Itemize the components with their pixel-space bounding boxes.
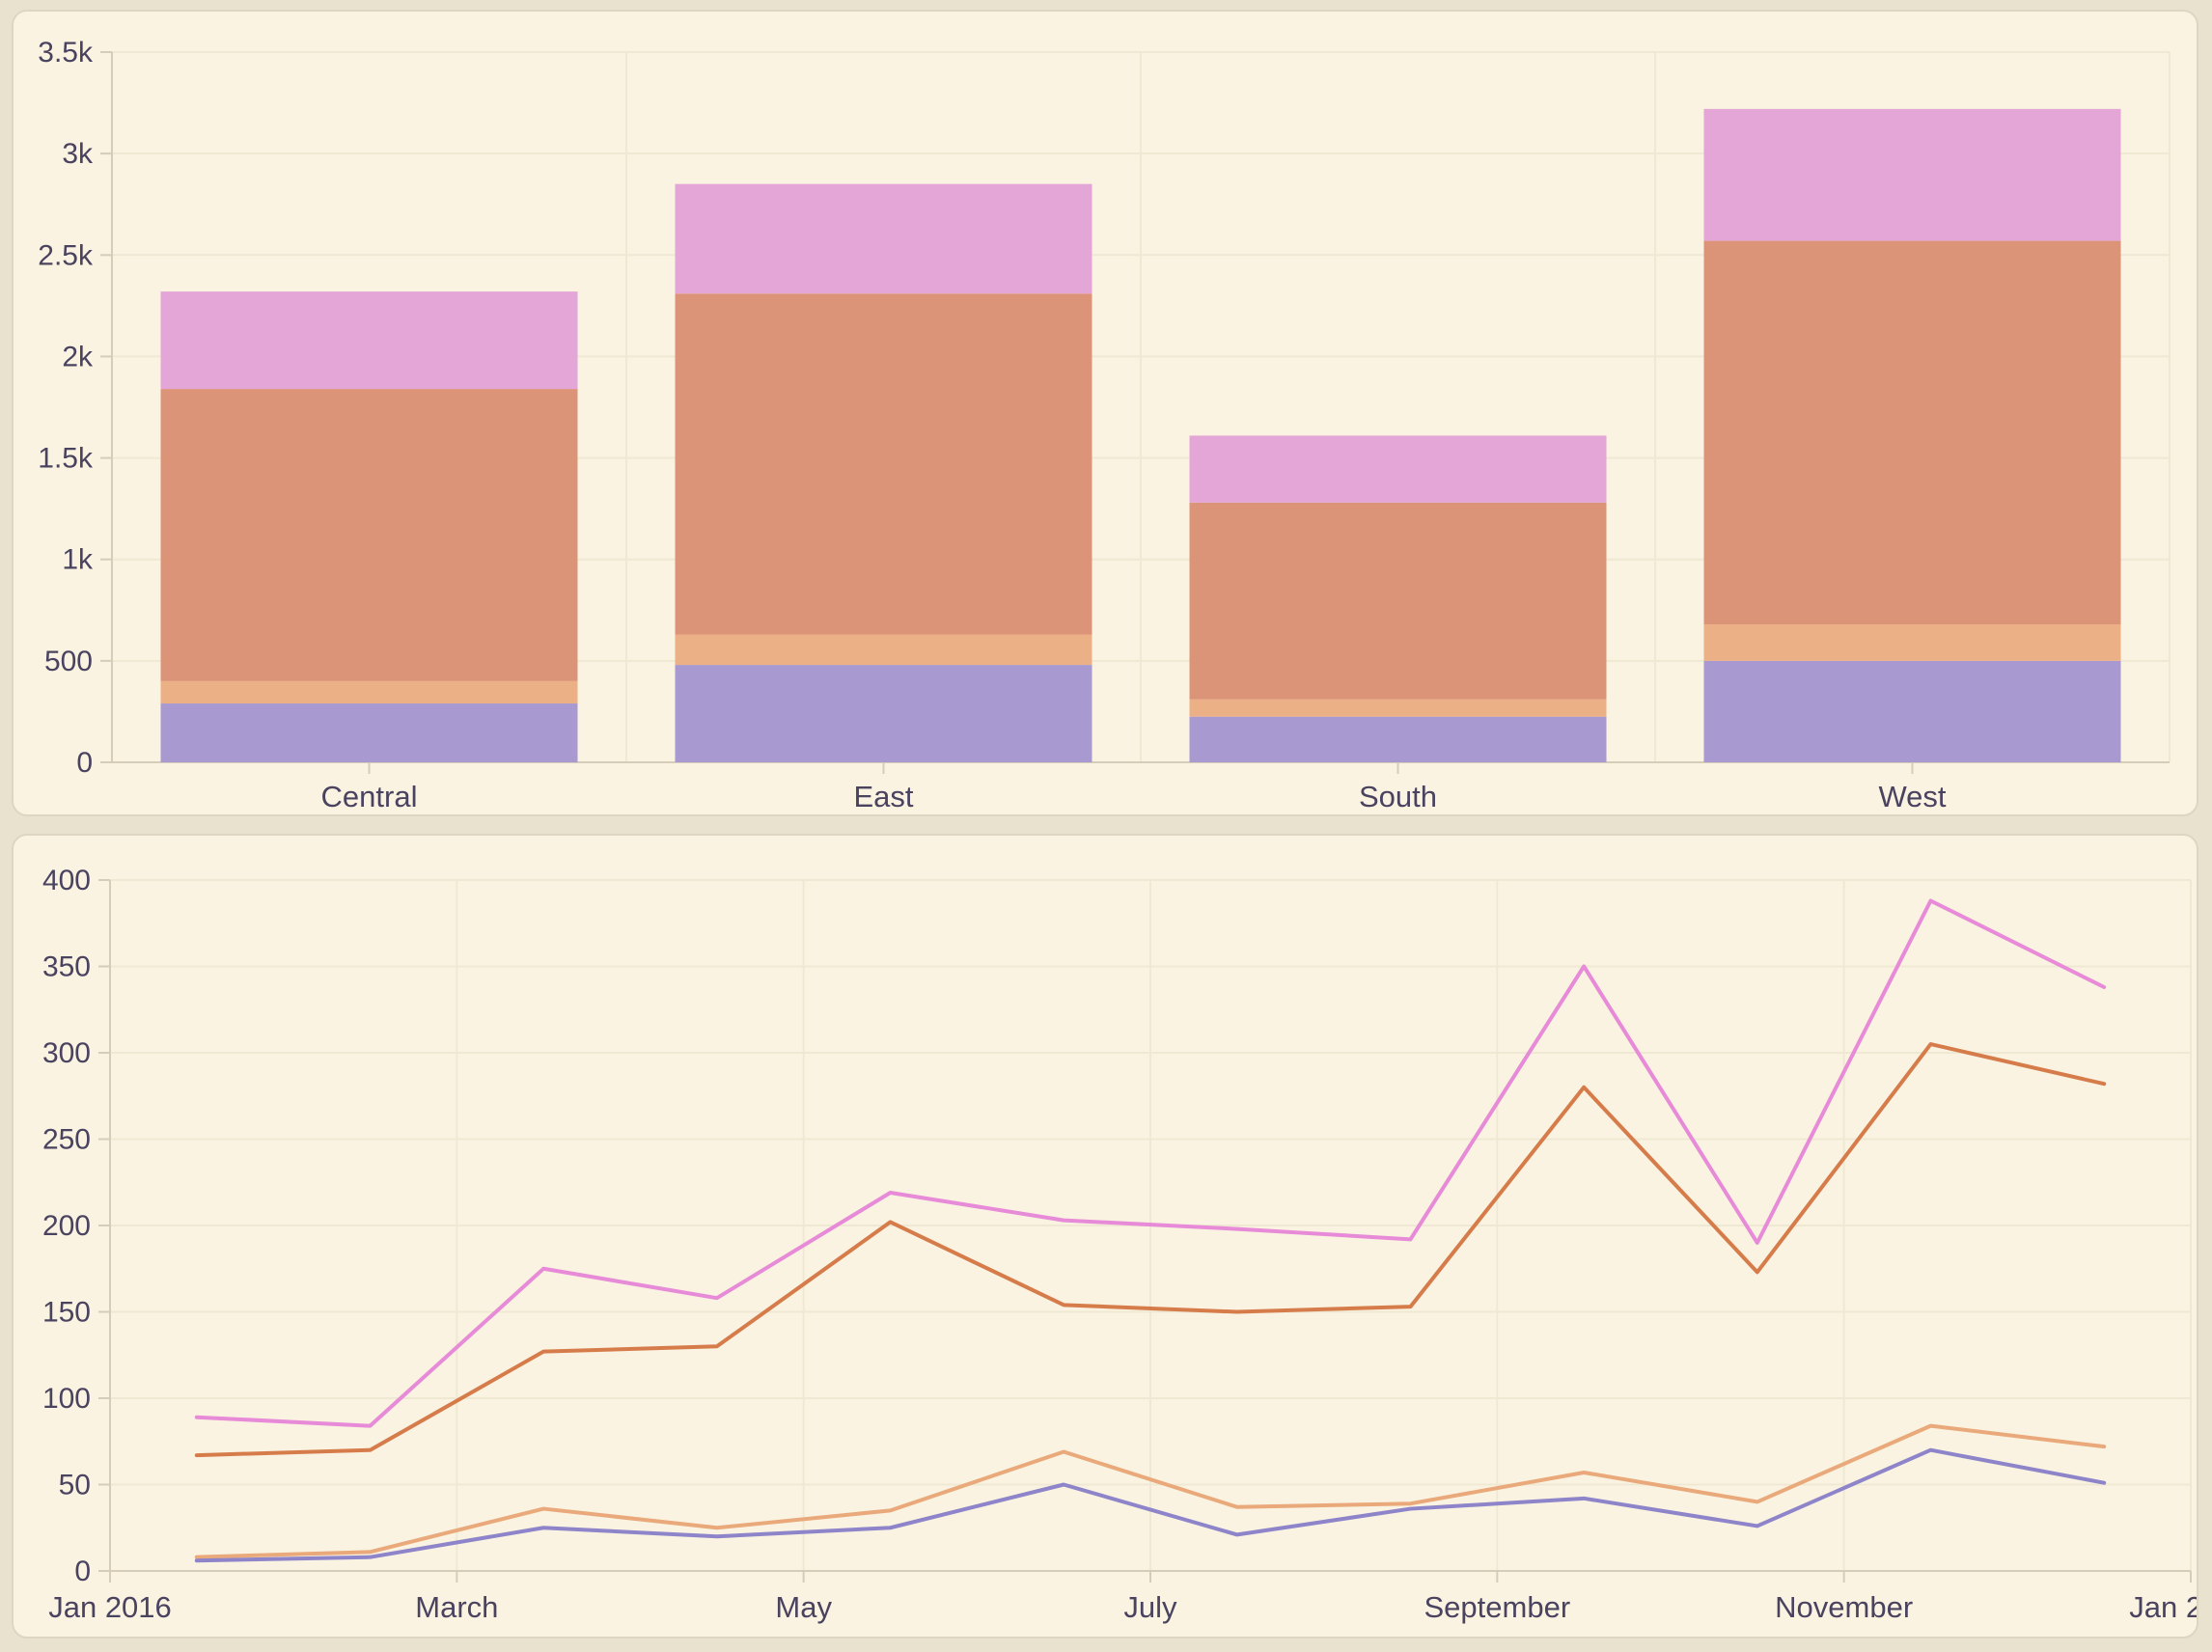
- stacked-bar-chart[interactable]: 0 500 1k 1.5k 2k 2.5k 3k 3.5k Central East South We…: [14, 12, 2197, 814]
- bar-segment-segment-purple-south[interactable]: [1189, 716, 1607, 762]
- bar-segment-segment-pink-west[interactable]: [1703, 108, 2121, 241]
- bar-segment-segment-pink-central[interactable]: [160, 291, 578, 390]
- data-line-pink[interactable]: [194, 898, 2107, 1428]
- y-axis-tick-label: 50: [59, 1470, 91, 1501]
- y-axis-tick-label: 100: [42, 1383, 91, 1415]
- bar-segment-segment-purple-central[interactable]: [160, 703, 578, 762]
- y-axis-tick-label: 200: [42, 1210, 91, 1242]
- y-axis-tick-label: 3k: [62, 138, 94, 170]
- data-line-light-orange[interactable]: [194, 1423, 2107, 1559]
- y-axis-tick-label: 350: [42, 951, 91, 983]
- y-axis-tick-label: 3.5k: [38, 37, 94, 69]
- y-axis-tick-label: 1.5k: [38, 443, 94, 475]
- y-axis-tick-label: 500: [44, 646, 93, 677]
- x-axis-tick-label: March: [415, 1590, 498, 1624]
- bar-segment-segment-salmon-east[interactable]: [675, 293, 1092, 635]
- data-line-purple[interactable]: [194, 1447, 2107, 1563]
- x-axis-category-label: South: [1359, 780, 1437, 813]
- bar-segment-segment-light-orange-east[interactable]: [675, 634, 1092, 666]
- x-axis-tick-label: May: [775, 1590, 832, 1624]
- data-line-orange[interactable]: [194, 1042, 2107, 1458]
- bar-segment-segment-salmon-central[interactable]: [160, 389, 578, 681]
- bar-segment-segment-light-orange-west[interactable]: [1703, 624, 2121, 661]
- y-axis-tick-label: 250: [42, 1124, 91, 1156]
- y-axis-tick-label: 0: [74, 1556, 91, 1587]
- bar-segment-segment-purple-west[interactable]: [1703, 660, 2121, 762]
- bar-segment-segment-salmon-south[interactable]: [1189, 502, 1607, 700]
- bar-segment-segment-salmon-west[interactable]: [1703, 240, 2121, 625]
- bar-segment-segment-purple-east[interactable]: [675, 665, 1092, 762]
- y-axis-tick-label: 150: [42, 1297, 91, 1329]
- x-axis-category-label: Central: [321, 780, 418, 813]
- y-axis-tick-label: 300: [42, 1037, 91, 1069]
- y-axis-tick-label: 1k: [62, 544, 94, 576]
- x-axis-tick-label: Jan 2016: [48, 1590, 172, 1624]
- bar-segment-segment-pink-east[interactable]: [675, 183, 1092, 294]
- y-axis-tick-label: 2k: [62, 341, 94, 372]
- bar-segment-segment-light-orange-south[interactable]: [1189, 699, 1607, 717]
- line-chart-card: 0 50 100 150 200 250 300 350 400 Jan 2016 March May…: [12, 834, 2198, 1638]
- x-axis-tick-label: July: [1123, 1590, 1177, 1624]
- bar-segment-segment-pink-south[interactable]: [1189, 435, 1607, 503]
- bar-segment-segment-light-orange-central[interactable]: [160, 680, 578, 704]
- y-axis-tick-label: 0: [76, 747, 93, 779]
- y-axis-tick-label: 400: [42, 865, 91, 896]
- line-chart[interactable]: 0 50 100 150 200 250 300 350 400 Jan 2016 March May…: [14, 836, 2197, 1637]
- x-axis-tick-label: Jan 2017: [2129, 1590, 2197, 1624]
- x-axis-category-label: East: [853, 780, 913, 813]
- stacked-bar-chart-card: 0 500 1k 1.5k 2k 2.5k 3k 3.5k Central East South We…: [12, 10, 2198, 816]
- y-axis-tick-label: 2.5k: [38, 239, 94, 271]
- x-axis-tick-label: November: [1775, 1590, 1913, 1624]
- x-axis-tick-label: September: [1424, 1590, 1571, 1624]
- x-axis-category-label: West: [1878, 780, 1946, 813]
